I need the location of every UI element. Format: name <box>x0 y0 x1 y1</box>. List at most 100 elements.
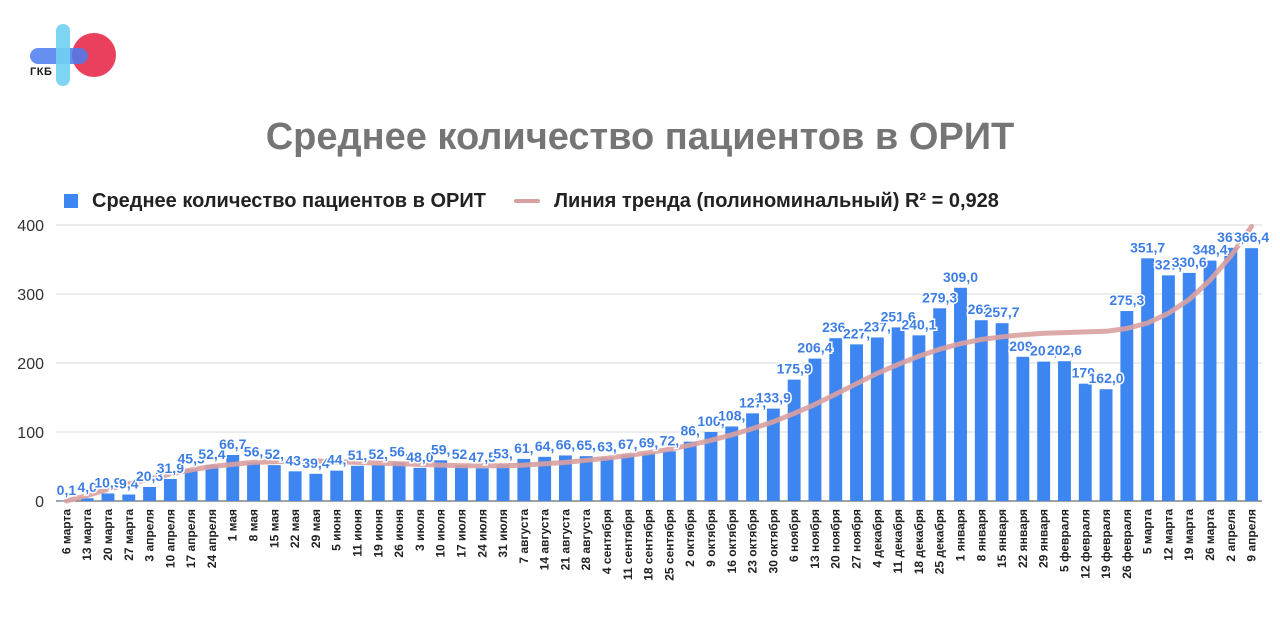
x-tick-label: 25 сентября <box>662 509 676 581</box>
bar <box>475 468 489 501</box>
bar <box>455 465 468 501</box>
data-label: 348,4 <box>1192 242 1227 258</box>
logo-icon <box>30 24 116 86</box>
y-tick-label: 200 <box>17 356 44 373</box>
bar <box>974 320 988 501</box>
x-tick-label: 7 августа <box>517 509 531 564</box>
x-tick-label: 22 мая <box>288 509 302 548</box>
x-tick-label: 12 февраля <box>1078 509 1092 579</box>
data-label: 44, <box>327 452 346 468</box>
bar <box>746 413 760 501</box>
bar <box>163 478 177 501</box>
bar <box>704 432 718 501</box>
x-tick-label: 4 декабря <box>870 509 884 568</box>
x-tick-label: 9 апреля <box>1245 509 1259 562</box>
data-label: 66, <box>556 436 575 452</box>
data-label: 240,1 <box>901 316 936 332</box>
data-label: 275,3 <box>1109 292 1144 308</box>
x-tick-label: 13 марта <box>80 509 94 561</box>
bar <box>912 335 926 501</box>
x-tick-label: 20 марта <box>101 509 115 561</box>
bar <box>1245 248 1259 501</box>
x-tick-label: 23 октября <box>746 509 760 573</box>
x-tick-label: 1 мая <box>226 509 240 541</box>
data-label: 108, <box>718 407 745 423</box>
legend-item-trend: Линия тренда (полиноминальный) R² = 0,92… <box>513 189 999 213</box>
bar <box>80 498 94 501</box>
bar <box>434 460 448 501</box>
x-tick-label: 20 ноября <box>829 509 843 569</box>
data-label: 309,0 <box>943 269 978 285</box>
legend-label-bars: Среднее количество пациентов в ОРИТ <box>92 189 486 212</box>
data-label: 66,7 <box>219 436 246 452</box>
data-label: 86, <box>680 423 699 439</box>
x-tick-label: 18 декабря <box>912 509 926 574</box>
data-label: 202, <box>1030 343 1057 359</box>
bar <box>517 458 531 501</box>
bar <box>662 451 676 501</box>
legend-label-trend: Линия тренда (полиноминальный) R² = 0,92… <box>553 189 999 212</box>
x-tick-label: 6 ноября <box>787 509 801 562</box>
y-tick-label: 400 <box>17 218 44 235</box>
chart-legend: Среднее количество пациентов в ОРИТ Лини… <box>64 188 1027 214</box>
data-label: 69, <box>639 434 658 450</box>
x-tick-label: 15 мая <box>267 509 281 548</box>
logo-text: ГКБ <box>30 66 53 78</box>
bar <box>683 441 697 501</box>
x-tick-label: 15 января <box>995 509 1009 568</box>
legend-item-bars: Среднее количество пациентов в ОРИТ <box>64 190 486 213</box>
bar <box>247 462 260 501</box>
bar <box>101 493 115 501</box>
data-label: 262, <box>968 301 995 317</box>
bar <box>392 462 406 501</box>
bar-chart: 0 100 200 300 400 6 марта 13 марта 20 марта 27 м… <box>17 218 1271 581</box>
data-label: 47,5 <box>469 449 496 465</box>
data-label: 56, <box>244 443 263 459</box>
bar <box>642 453 656 501</box>
bar <box>1037 361 1051 501</box>
x-tick-label: 12 марта <box>1161 509 1175 561</box>
data-label: 20,3 <box>136 468 163 484</box>
y-tick-label: 300 <box>17 287 44 304</box>
x-tick-label: 16 октября <box>725 509 739 573</box>
x-tick-label: 27 ноября <box>850 509 864 569</box>
chart-title: Среднее количество пациентов в ОРИТ <box>265 116 1015 158</box>
x-tick-label: 5 июня <box>330 509 344 551</box>
bar <box>808 358 822 501</box>
data-label: 52, <box>369 446 388 462</box>
bar <box>351 465 364 501</box>
data-label: 367, <box>1217 229 1244 245</box>
data-label: 227, <box>843 325 870 341</box>
data-label: 327, <box>1155 256 1182 272</box>
legend-trend-swatch <box>513 199 540 203</box>
bar <box>288 471 302 501</box>
x-tick-label: 19 февраля <box>1099 509 1113 579</box>
x-tick-label: 19 марта <box>1182 509 1196 561</box>
data-label: 52,4 <box>198 446 225 462</box>
x-tick-label: 13 ноября <box>808 509 822 569</box>
bar <box>1203 260 1217 501</box>
x-tick-label: 3 апреля <box>143 509 157 562</box>
bar <box>143 486 157 501</box>
data-label: 330,6 <box>1172 254 1207 270</box>
bar <box>933 308 947 501</box>
bar <box>267 465 281 501</box>
x-tick-label: 3 июля <box>413 509 427 551</box>
data-label: 206,4 <box>797 340 832 356</box>
bar <box>330 470 344 501</box>
trend-line <box>63 223 1255 504</box>
bar <box>122 494 136 501</box>
x-tick-label: 8 мая <box>247 509 261 541</box>
x-tick-label: 5 февраля <box>1057 509 1071 572</box>
y-tick-label: 0 <box>35 494 44 511</box>
bar <box>205 464 219 501</box>
bar <box>413 467 427 501</box>
data-label: 56, <box>389 443 408 459</box>
x-tick-label: 10 апреля <box>163 509 177 568</box>
data-label: 51, <box>348 447 367 463</box>
data-label: 39,4 <box>302 455 329 471</box>
bar <box>829 338 843 501</box>
data-label: 45,5 <box>178 451 205 467</box>
x-tick-label: 11 сентября <box>621 509 635 580</box>
x-tick-label: 26 февраля <box>1120 509 1134 579</box>
